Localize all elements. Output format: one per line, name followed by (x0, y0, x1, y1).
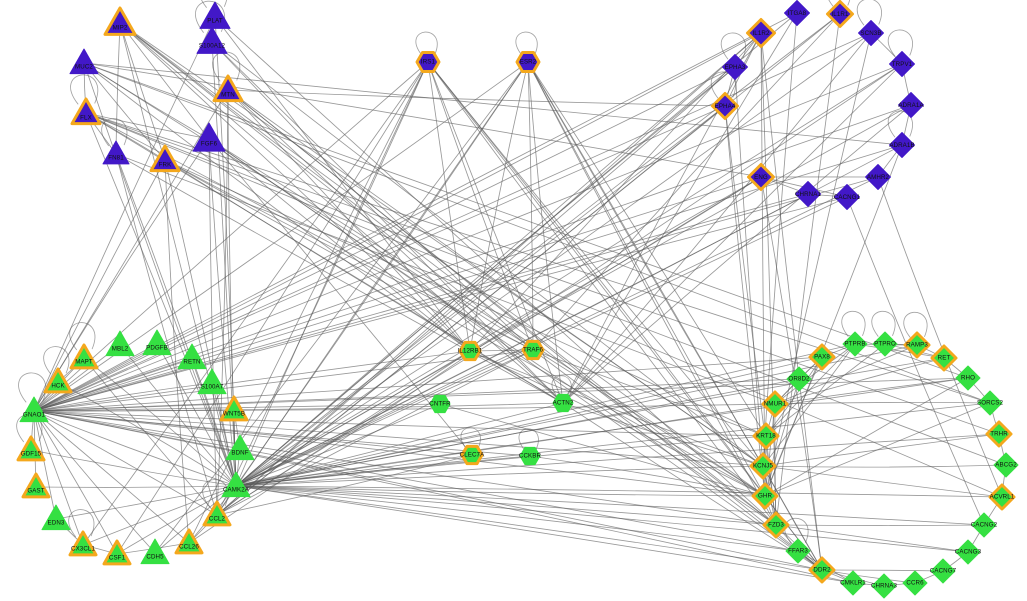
graph-node-cdh5[interactable]: CDH5 (138, 536, 172, 570)
graph-node-ccr6[interactable]: CCR6 (900, 568, 930, 598)
graph-node-fn81[interactable]: FN81 (100, 138, 132, 170)
graph-node-cx3cl1[interactable]: CX3CL1 (65, 527, 101, 563)
graph-node-esr2[interactable]: ESR2 (512, 46, 544, 78)
graph-node-ccl26[interactable]: CCL26 (171, 525, 207, 561)
graph-node-ddr2[interactable]: DDR2 (805, 553, 839, 587)
graph-node-adra1a[interactable]: ADRA1A (896, 90, 927, 121)
graph-node-gnao1[interactable]: GNAO1 (17, 394, 51, 428)
graph-node-wnt5b[interactable]: WNT5B (216, 392, 252, 428)
graph-node-mip2[interactable]: MIP2 (100, 3, 140, 43)
graph-node-il1r2[interactable]: IL1R2 (743, 15, 780, 52)
graph-node-kcnj5[interactable]: KCNJ5 (746, 449, 780, 483)
graph-node-s100a12[interactable]: S100A12 (194, 24, 230, 60)
graph-node-fgf6[interactable]: FGF6 (190, 120, 228, 158)
graph-node-krt18[interactable]: KRT18 (749, 419, 783, 453)
graph-node-cacng7[interactable]: CACNG7 (928, 556, 958, 586)
graph-node-epha4[interactable]: EPHA4 (708, 89, 743, 124)
graph-node-cntfr[interactable]: CNTFR (427, 391, 453, 417)
graph-node-mbl2[interactable]: MBL2 (103, 328, 137, 362)
graph-node-pdgfb[interactable]: PDGFB (140, 327, 174, 361)
graph-node-scn3b[interactable]: SCN3B (856, 18, 887, 49)
graph-node-frk[interactable]: FRK (146, 141, 184, 179)
graph-node-irs1[interactable]: IRS1 (412, 46, 444, 78)
graph-node-trpv1[interactable]: TRPV1 (887, 49, 918, 80)
graph-node-mtn[interactable]: MTN (209, 71, 247, 109)
graph-node-trhr[interactable]: TRHR (982, 417, 1016, 451)
graph-node-amhr2[interactable]: AMHR2 (863, 162, 894, 193)
graph-node-il1r1[interactable]: IL1R1 (823, 0, 858, 32)
graph-node-eng[interactable]: ENG (744, 160, 779, 195)
graph-node-chrna3[interactable]: CHRNA3 (869, 571, 899, 601)
graph-node-gast[interactable]: GAST (18, 469, 54, 505)
graph-node-muc2[interactable]: MUC2 (67, 46, 101, 80)
graph-node-cacng2[interactable]: CACNG2 (969, 510, 999, 540)
graph-node-clec7a[interactable]: CLEC7A (457, 440, 487, 470)
graph-node-csf1[interactable]: CSF1 (99, 536, 135, 572)
graph-node-ptprb[interactable]: PTPRB (840, 329, 870, 359)
graph-node-chrna1[interactable]: CHRNA1 (793, 179, 824, 210)
graph-node-abcg2[interactable]: ABCG2 (991, 450, 1021, 480)
graph-node-ptpro[interactable]: PTPRO (870, 329, 900, 359)
graph-node-sorcs2[interactable]: SORCS2 (975, 388, 1005, 418)
graph-node-acvrl1[interactable]: ACVRL1 (985, 480, 1019, 514)
graph-node-adra1b[interactable]: ADRA1B (887, 130, 918, 161)
graph-node-bdnf[interactable]: BDNF (223, 432, 257, 466)
graph-node-actn2[interactable]: ACTN2 (550, 390, 576, 416)
graph-node-flx[interactable]: FLX (67, 94, 105, 132)
graph-node-gdf15[interactable]: GDF15 (13, 432, 49, 468)
graph-node-epha3[interactable]: EPHA3 (720, 52, 751, 83)
graph-node-itga8[interactable]: ITGA8 (782, 0, 813, 29)
graph-node-nmur1[interactable]: NMUR1 (758, 387, 792, 421)
graph-node-traf6[interactable]: TRAF6 (518, 335, 548, 365)
graph-node-cmklr1[interactable]: CMKLR1 (838, 568, 868, 598)
graph-node-cckbr[interactable]: CCKBR (517, 443, 543, 469)
graph-node-il12rb1[interactable]: IL12RB1 (455, 336, 485, 366)
graph-node-cacng1[interactable]: CACNG1 (832, 182, 863, 213)
